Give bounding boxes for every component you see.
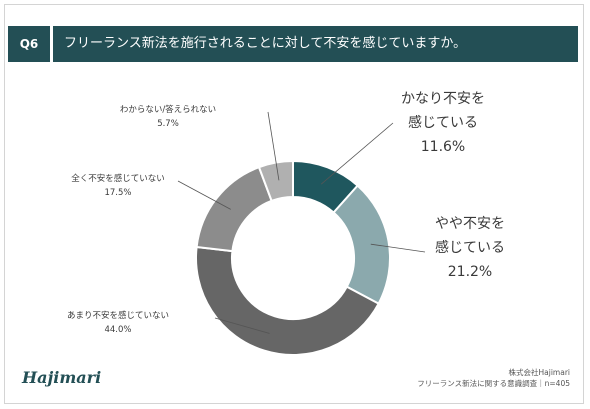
slice-label-line: わからない/答えられない [120,104,216,115]
donut-slice-5 [257,159,294,203]
slice-label-line: 感じている [408,114,478,131]
hajimari-logo: Hajimari [22,368,102,387]
slice-label-4: 全く不安を感じていない 17.5% [71,173,165,198]
slice-label-line: かなり不安を [401,91,485,107]
slice-label-2: やや不安を感じている 21.2% [435,216,505,280]
slice-percent: 21.2% [448,264,492,280]
donut-slice-4 [195,165,273,253]
slice-percent: 44.0% [104,325,131,335]
slice-label-5: わからない/答えられない 5.7% [120,104,216,129]
slice-label-line: 全く不安を感じていない [71,173,165,184]
donut-slice-3 [195,245,380,356]
slice-label-3: あまり不安を感じていない 44.0% [67,310,169,335]
slice-labels: かなり不安を感じている 11.6%やや不安を感じている 21.2%あまり不安を感じて… [67,91,505,335]
question-text: フリーランス新法を施行されることに対して不安を感じていますか。 [64,36,467,51]
slice-percent: 5.7% [157,119,179,129]
leader-line-3 [214,317,270,334]
leader-line-4 [177,180,231,210]
leader-line-1 [320,122,394,185]
slice-percent: 11.6% [421,139,465,155]
slice-label-line: あまり不安を感じていない [67,310,169,321]
slice-percent: 17.5% [104,188,131,198]
leader-lines [177,111,426,334]
donut-slices [195,159,391,356]
slice-label-1: かなり不安を感じている 11.6% [401,91,485,155]
question-number: Q6 [19,37,39,51]
slice-label-line: 感じている [435,239,505,256]
slice-label-line: やや不安を [435,216,505,232]
question-header: Q6 フリーランス新法を施行されることに対して不安を感じていますか。 [8,26,578,62]
donut-slice-2 [332,184,391,306]
source-note: 株式会社Hajimari フリーランス新法に関する意識調査｜n=405 [417,367,570,389]
leader-line-5 [267,111,280,181]
slide-frame [4,4,584,404]
leader-line-2 [370,243,426,253]
survey-info: フリーランス新法に関する意識調査｜n=405 [417,379,570,388]
company-name: 株式会社Hajimari [508,368,570,377]
header-divider [50,26,53,62]
